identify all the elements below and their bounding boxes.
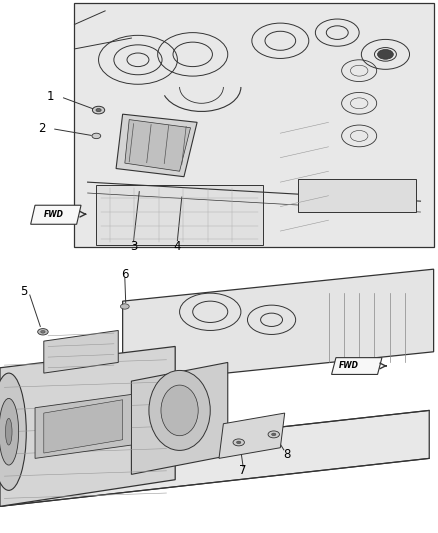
Circle shape [378,50,393,59]
Circle shape [233,439,244,446]
Polygon shape [131,362,228,474]
Text: 4: 4 [173,239,181,253]
Text: FWD: FWD [339,361,359,370]
Polygon shape [0,346,175,506]
Polygon shape [116,114,197,177]
Text: 7: 7 [239,464,247,477]
Polygon shape [123,269,434,384]
Circle shape [96,108,101,112]
Polygon shape [0,410,429,506]
Text: 1: 1 [46,90,54,103]
Circle shape [38,328,48,335]
Circle shape [120,304,129,309]
Ellipse shape [149,370,210,450]
Text: 3: 3 [130,239,137,253]
Circle shape [268,431,279,438]
Ellipse shape [0,399,18,465]
Text: FWD: FWD [44,210,64,219]
Bar [298,180,416,212]
Ellipse shape [161,385,198,436]
Polygon shape [44,330,118,373]
Polygon shape [44,400,123,453]
Circle shape [237,441,241,443]
Circle shape [272,433,276,436]
Polygon shape [125,119,191,171]
Text: 6: 6 [121,268,129,281]
Polygon shape [96,185,263,245]
Text: 5: 5 [21,285,28,298]
Polygon shape [219,413,285,458]
Circle shape [92,106,105,114]
Ellipse shape [0,373,26,490]
Ellipse shape [5,418,12,445]
Polygon shape [31,205,81,224]
Circle shape [41,330,45,333]
Circle shape [92,133,101,139]
Polygon shape [35,394,131,458]
Text: 8: 8 [283,448,290,461]
Polygon shape [74,3,434,247]
Polygon shape [332,358,382,374]
Text: 2: 2 [38,122,46,135]
